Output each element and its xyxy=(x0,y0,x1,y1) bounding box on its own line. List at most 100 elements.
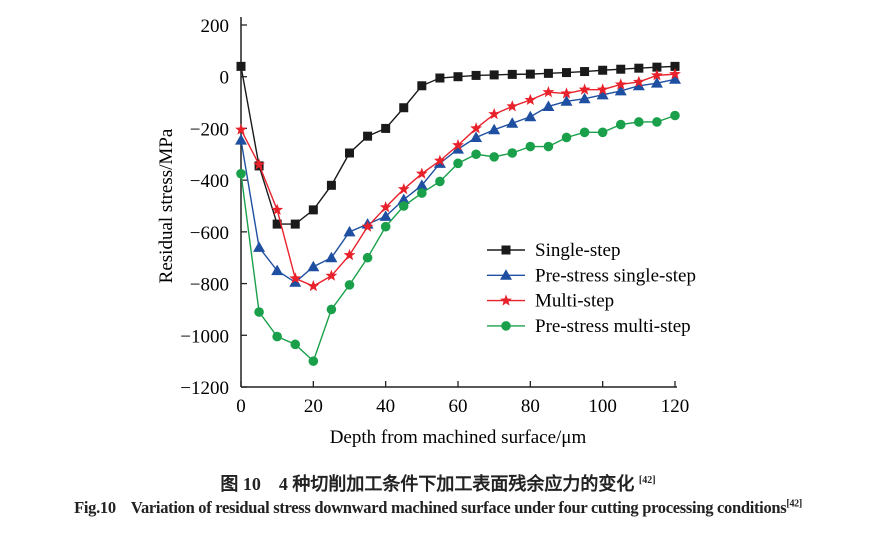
data-point-triangle xyxy=(397,193,410,205)
data-point-circle xyxy=(344,280,355,290)
legend-item: Pre-stress single-step xyxy=(487,265,696,286)
data-point-triangle xyxy=(632,79,645,91)
data-point-star xyxy=(307,280,320,292)
legend-label: Multi-step xyxy=(535,291,614,312)
data-point-star xyxy=(379,201,392,213)
data-point-circle xyxy=(453,158,463,169)
series-group xyxy=(235,61,681,366)
x-tick-label: 60 xyxy=(449,396,468,417)
data-point-square xyxy=(345,148,354,158)
series-pre-stress-multi-step xyxy=(236,110,680,366)
data-point-star xyxy=(578,83,591,95)
data-point-square xyxy=(363,131,373,141)
data-point-star xyxy=(500,294,512,306)
data-point-star xyxy=(488,108,501,120)
data-point-star xyxy=(271,203,284,215)
data-point-star xyxy=(434,154,446,166)
data-point-star xyxy=(235,123,247,135)
legend-item: Multi-step xyxy=(487,291,614,312)
data-point-circle xyxy=(236,168,246,179)
data-point-star xyxy=(542,86,555,98)
data-point-circle xyxy=(525,141,536,152)
x-tick-label: 20 xyxy=(304,396,323,417)
data-point-star xyxy=(397,183,410,195)
data-point-triangle xyxy=(379,210,392,221)
data-point-star xyxy=(415,167,428,179)
x-tick-label: 80 xyxy=(521,396,540,417)
data-point-triangle xyxy=(307,260,320,272)
data-point-star xyxy=(325,269,338,281)
legend-label: Pre-stress single-step xyxy=(535,265,696,286)
data-point-triangle xyxy=(415,179,428,190)
data-point-circle xyxy=(308,356,319,366)
data-point-triangle xyxy=(542,100,555,111)
y-tick-label: −400 xyxy=(190,171,229,192)
data-point-circle xyxy=(561,132,572,143)
x-tick-label: 100 xyxy=(588,396,617,417)
data-point-circle xyxy=(579,127,590,138)
data-point-circle xyxy=(398,201,409,211)
data-point-circle xyxy=(543,141,554,152)
data-point-triangle xyxy=(524,110,537,122)
data-point-star xyxy=(632,75,645,87)
data-point-circle xyxy=(634,117,644,127)
data-point-square xyxy=(670,61,680,71)
x-tick-label: 40 xyxy=(376,396,395,417)
data-point-circle xyxy=(489,152,499,162)
legend-label: Pre-stress multi-step xyxy=(535,316,691,337)
data-point-circle xyxy=(501,321,511,331)
data-point-square xyxy=(634,63,644,73)
y-tick-label: −1000 xyxy=(180,326,229,347)
data-point-square xyxy=(435,73,445,83)
data-point-circle xyxy=(290,339,301,350)
data-point-circle xyxy=(362,252,373,263)
data-point-star xyxy=(452,139,464,151)
data-point-triangle xyxy=(343,225,356,237)
y-tick-label: 0 xyxy=(220,68,230,89)
data-point-triangle xyxy=(560,95,573,106)
data-point-circle xyxy=(652,117,662,127)
data-point-star xyxy=(253,158,265,170)
data-point-star xyxy=(560,87,573,99)
data-point-star xyxy=(343,248,356,261)
data-point-triangle xyxy=(235,134,247,145)
data-point-star xyxy=(614,78,627,90)
caption-zh-label: 图 10 xyxy=(220,474,261,494)
data-point-square xyxy=(471,70,481,80)
data-point-triangle xyxy=(578,92,591,104)
data-point-square xyxy=(417,81,427,91)
x-tick-label: 0 xyxy=(236,396,246,417)
data-point-circle xyxy=(435,176,445,187)
data-point-star xyxy=(669,67,681,80)
caption-en-label: Fig.10 xyxy=(74,498,116,517)
data-point-square xyxy=(598,65,608,75)
data-point-square xyxy=(580,67,590,77)
y-tick-label: 200 xyxy=(201,16,230,37)
data-point-square xyxy=(525,69,535,79)
data-point-circle xyxy=(670,110,680,121)
legend-item: Pre-stress multi-step xyxy=(487,316,691,337)
caption-chinese: 图 10 4 种切削加工条件下加工表面残余应力的变化 [42] xyxy=(0,470,876,496)
data-point-triangle xyxy=(650,77,663,88)
data-point-square xyxy=(489,70,499,80)
data-point-circle xyxy=(507,148,518,158)
data-point-circle xyxy=(272,331,282,342)
legend: Single-step Pre-stress single-step Multi-s… xyxy=(487,240,696,337)
y-axis-label: Residual stress/MPa xyxy=(156,128,177,283)
caption-en-text: Variation of residual stress downward ma… xyxy=(130,498,787,517)
legend-label: Single-step xyxy=(535,240,621,261)
data-point-triangle xyxy=(596,88,609,100)
data-point-square xyxy=(272,219,282,229)
x-tick-label: 120 xyxy=(661,396,690,417)
data-point-square xyxy=(290,219,300,229)
legend-item: Single-step xyxy=(487,240,621,261)
y-tick-label: −1200 xyxy=(180,378,229,399)
data-point-square xyxy=(236,61,246,71)
data-point-star xyxy=(506,100,519,112)
data-point-star xyxy=(651,69,663,81)
data-point-star xyxy=(524,93,537,105)
data-point-triangle xyxy=(253,241,266,252)
data-point-triangle xyxy=(470,131,483,142)
x-axis-label: Depth from machined surface/μm xyxy=(330,427,587,448)
data-point-star xyxy=(470,122,482,134)
